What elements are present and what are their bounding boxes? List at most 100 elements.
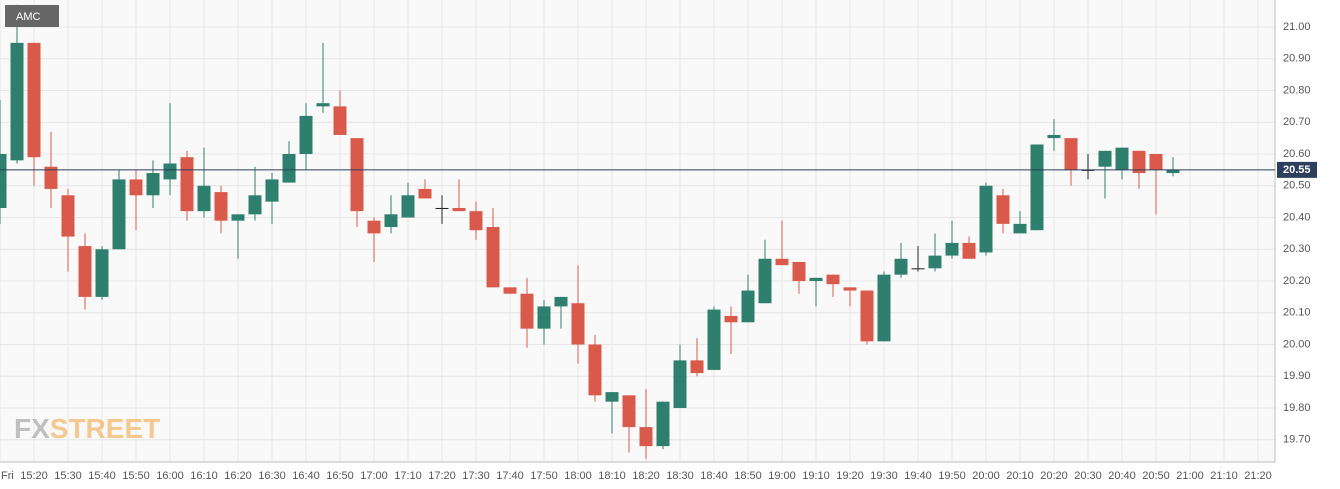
candle-body — [486, 227, 500, 288]
last-price-label: 20.55 — [1283, 164, 1311, 176]
plot-area — [0, 0, 1275, 462]
candle-body — [724, 315, 738, 323]
x-tick-label: 20:50 — [1142, 470, 1170, 482]
x-tick-label: Fri — [1, 470, 14, 482]
y-tick-label: 20.30 — [1283, 243, 1311, 255]
candle-body — [112, 179, 126, 250]
candle-body — [690, 360, 704, 374]
x-tick-label: 20:30 — [1074, 470, 1102, 482]
candle-body — [214, 192, 228, 221]
x-tick-label: 15:50 — [122, 470, 150, 482]
candle-body — [265, 179, 279, 202]
x-tick-label: 19:40 — [904, 470, 932, 482]
y-tick-label: 20.90 — [1283, 53, 1311, 65]
candle-body — [452, 207, 466, 212]
y-tick-label: 20.80 — [1283, 84, 1311, 96]
y-tick-label: 20.70 — [1283, 116, 1311, 128]
candle-body — [639, 427, 653, 447]
x-tick-label: 16:30 — [258, 470, 286, 482]
x-tick-label: 17:50 — [530, 470, 558, 482]
x-tick-label: 16:50 — [326, 470, 354, 482]
y-tick-label: 20.00 — [1283, 338, 1311, 350]
x-tick-label: 19:30 — [870, 470, 898, 482]
x-tick-label: 15:40 — [88, 470, 116, 482]
candle-body — [401, 195, 415, 218]
candle-body — [231, 214, 245, 221]
candle-body — [1115, 147, 1129, 170]
x-tick-label: 15:20 — [20, 470, 48, 482]
candle-body — [928, 255, 942, 269]
title-box — [5, 5, 59, 27]
candle-body — [1013, 223, 1027, 234]
candle-body — [44, 166, 58, 189]
candle-body — [0, 154, 7, 208]
candle-body — [180, 157, 194, 212]
candle-body — [809, 277, 823, 282]
candle-body — [27, 42, 41, 158]
x-tick-label: 17:40 — [496, 470, 524, 482]
candle-body — [1132, 150, 1146, 174]
candle-body — [95, 249, 109, 297]
candle-body — [775, 258, 789, 266]
y-tick-label: 20.40 — [1283, 211, 1311, 223]
candle-body — [741, 290, 755, 323]
candle-body — [911, 268, 925, 270]
candle-body — [1166, 169, 1180, 174]
candle-body — [435, 207, 449, 209]
x-tick-label: 20:40 — [1108, 470, 1136, 482]
candle-body — [1047, 134, 1061, 139]
candle-body — [384, 214, 398, 228]
candle-body — [469, 211, 483, 231]
x-tick-label: 18:00 — [564, 470, 592, 482]
x-tick-label: 18:40 — [700, 470, 728, 482]
x-tick-label: 15:30 — [54, 470, 82, 482]
x-tick-label: 19:20 — [836, 470, 864, 482]
x-tick-label: 16:00 — [156, 470, 184, 482]
candle-body — [605, 392, 619, 402]
x-tick-label: 19:00 — [768, 470, 796, 482]
y-tick-label: 20.10 — [1283, 307, 1311, 319]
candle-body — [503, 287, 517, 294]
candle-body — [707, 309, 721, 370]
candle-body — [996, 195, 1010, 224]
watermark-part: STREET — [50, 413, 160, 444]
y-tick-label: 20.60 — [1283, 148, 1311, 160]
candle-body — [877, 274, 891, 342]
candle-body — [860, 290, 874, 342]
candle-body — [656, 401, 670, 447]
candle-body — [61, 195, 75, 237]
candle-body — [10, 42, 24, 161]
candle-body — [316, 103, 330, 107]
candle-body — [843, 287, 857, 291]
candle-body — [146, 173, 160, 196]
candle-body — [673, 360, 687, 409]
candle-body — [350, 138, 364, 212]
x-tick-label: 18:10 — [598, 470, 626, 482]
y-tick-label: 21.00 — [1283, 21, 1311, 33]
candle-body — [571, 303, 585, 345]
candle-body — [333, 106, 347, 135]
candle-body — [537, 306, 551, 329]
x-tick-label: 19:10 — [802, 470, 830, 482]
x-tick-label: 20:00 — [972, 470, 1000, 482]
candle-body — [792, 261, 806, 282]
y-tick-label: 20.20 — [1283, 275, 1311, 287]
x-tick-label: 18:30 — [666, 470, 694, 482]
x-tick-label: 16:20 — [224, 470, 252, 482]
x-tick-label: 20:20 — [1040, 470, 1068, 482]
candle-body — [282, 154, 296, 183]
candle-body — [979, 185, 993, 253]
x-tick-label: 18:20 — [632, 470, 660, 482]
candle-body — [163, 163, 177, 180]
candle-body — [520, 293, 534, 329]
candle-body — [588, 344, 602, 396]
y-tick-label: 19.70 — [1283, 434, 1311, 446]
candle-body — [826, 274, 840, 285]
candle-body — [554, 296, 568, 307]
x-tick-label: 16:40 — [292, 470, 320, 482]
candle-body — [1064, 138, 1078, 170]
watermark: FXSTREET — [14, 413, 160, 444]
candle-body — [248, 195, 262, 215]
